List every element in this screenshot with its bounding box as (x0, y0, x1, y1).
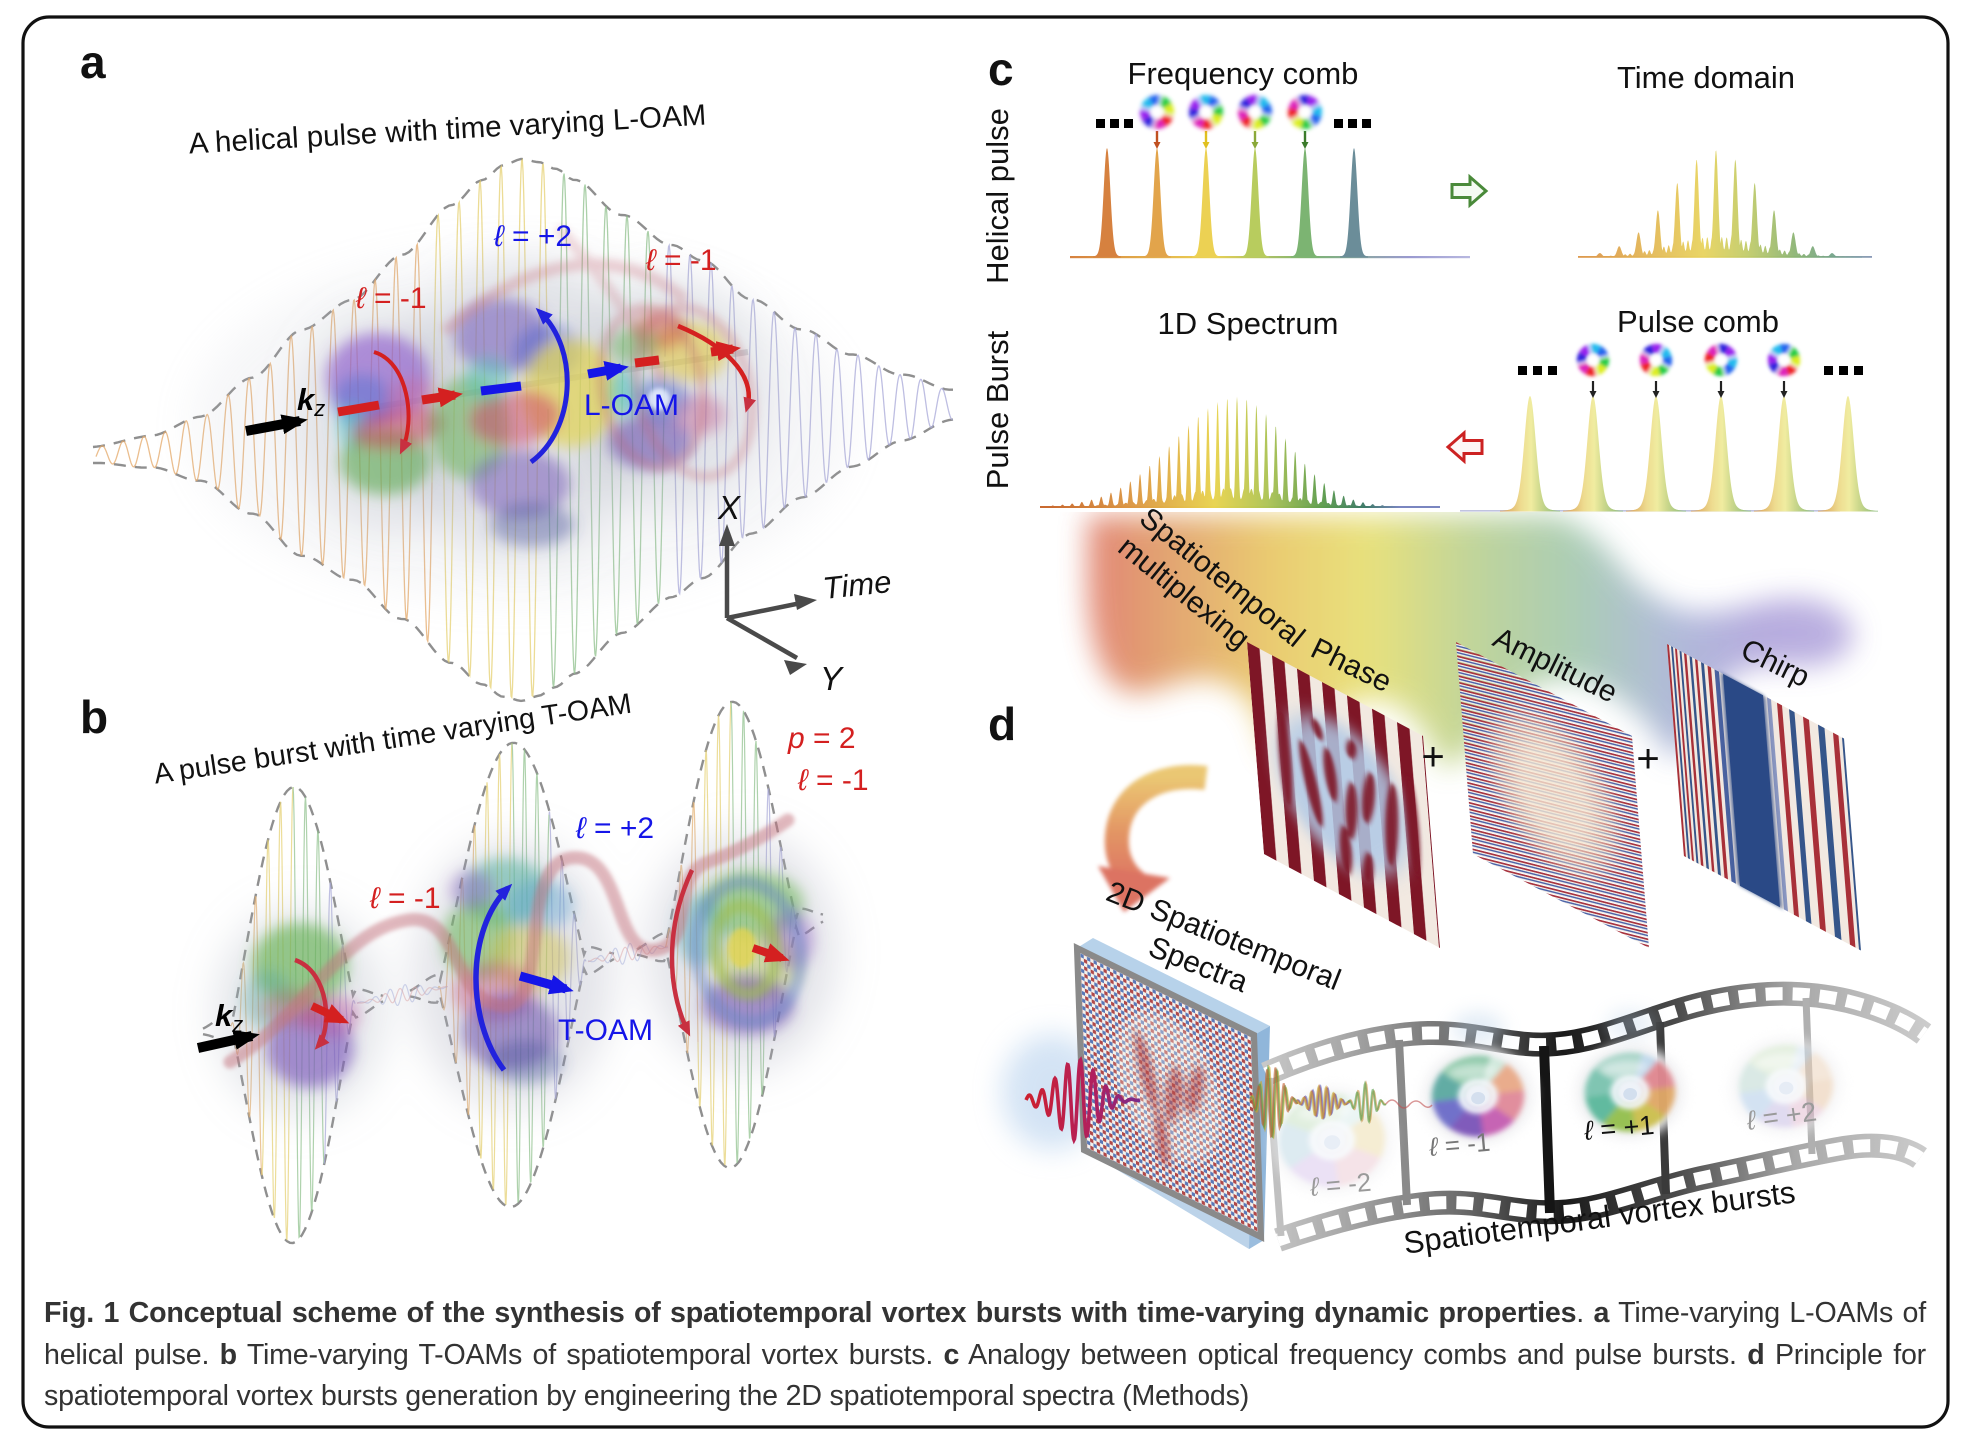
svg-text:ℓ = -1: ℓ = -1 (355, 282, 427, 315)
svg-text:1D Spectrum: 1D Spectrum (1158, 306, 1339, 341)
svg-text:Time domain: Time domain (1617, 60, 1795, 95)
svg-text:ℓ = +2: ℓ = +2 (493, 220, 572, 253)
svg-text:ℓ = +2: ℓ = +2 (575, 812, 654, 845)
svg-text:Helical pulse: Helical pulse (980, 108, 1015, 284)
svg-text:b: b (80, 691, 108, 743)
svg-text:a: a (80, 36, 106, 88)
svg-text:p = 2: p = 2 (787, 722, 856, 755)
svg-text:ℓ = -1: ℓ = -1 (369, 882, 441, 915)
svg-text:Pulse comb: Pulse comb (1617, 304, 1779, 339)
svg-text:ℓ = -1: ℓ = -1 (797, 764, 869, 797)
svg-text:Y: Y (820, 660, 844, 697)
svg-text:ℓ = +1: ℓ = +1 (1582, 1110, 1656, 1146)
svg-text:ℓ = -1: ℓ = -1 (1427, 1127, 1492, 1162)
svg-text:ℓ = -2: ℓ = -2 (1308, 1167, 1373, 1202)
svg-text:+: + (1421, 735, 1444, 779)
svg-text:Time: Time (821, 564, 893, 606)
svg-text:kz: kz (215, 998, 243, 1037)
svg-text:ℓ = -1: ℓ = -1 (645, 244, 717, 277)
svg-text:d: d (988, 698, 1016, 750)
svg-text:+: + (1636, 737, 1659, 781)
svg-text:L-OAM: L-OAM (584, 389, 679, 422)
svg-text:Pulse Burst: Pulse Burst (980, 330, 1015, 489)
svg-text:X: X (717, 489, 742, 526)
svg-text:Frequency comb: Frequency comb (1128, 56, 1359, 91)
svg-text:T-OAM: T-OAM (558, 1014, 653, 1047)
svg-text:c: c (988, 43, 1014, 95)
